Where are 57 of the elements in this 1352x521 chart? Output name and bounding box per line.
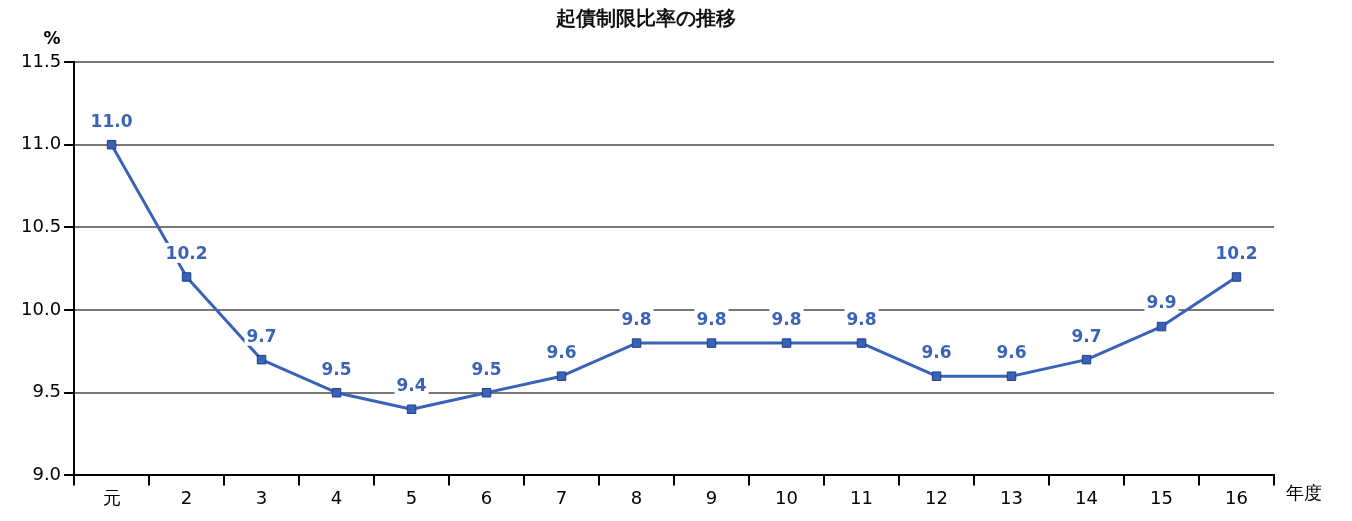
point	[1156, 321, 1167, 332]
x-tick-label: 5	[405, 486, 418, 508]
x-tick-label: 2	[180, 486, 193, 508]
data-label: 9.6	[546, 342, 577, 363]
y-axis-title: %	[43, 27, 61, 48]
point	[406, 404, 417, 414]
point	[706, 338, 717, 348]
point	[781, 338, 792, 348]
x-axis-title: 年度	[1286, 482, 1322, 504]
x-tick-label: 4	[330, 486, 343, 508]
point	[856, 338, 867, 348]
point	[1081, 354, 1092, 365]
data-label: 9.5	[321, 358, 352, 379]
x-tick-label: 10	[775, 486, 798, 508]
data-label: 9.8	[846, 309, 877, 330]
data-label: 9.4	[396, 375, 427, 396]
point	[481, 387, 492, 398]
data-label: 9.6	[996, 342, 1027, 363]
x-tick-label: 15	[1150, 486, 1173, 508]
y-tick-label: 9.5	[32, 380, 62, 402]
data-label: 9.8	[771, 309, 802, 330]
data-label: 9.6	[921, 342, 952, 363]
x-tick-label: 6	[480, 486, 493, 508]
data-label: 11.0	[90, 110, 133, 131]
y-tick-label: 11.0	[21, 132, 62, 154]
x-tick-label: 13	[1000, 486, 1023, 508]
point	[181, 272, 192, 282]
point	[331, 387, 342, 398]
data-label: 9.7	[1071, 325, 1102, 346]
point	[1231, 272, 1242, 282]
point	[106, 139, 117, 150]
x-tick-label: 9	[705, 486, 718, 508]
data-label: 10.2	[165, 242, 208, 263]
y-tick-label: 10.0	[21, 297, 62, 319]
data-label: 9.7	[246, 325, 277, 346]
x-tick-label: 7	[555, 486, 568, 508]
point	[1006, 371, 1017, 381]
data-label: 9.5	[471, 358, 502, 379]
chart-title: 起債制限比率の推移	[555, 6, 736, 31]
point	[256, 354, 267, 365]
point	[931, 371, 942, 381]
x-tick-label: 3	[255, 486, 268, 508]
x-tick-label: 11	[850, 486, 873, 508]
y-tick-label: 9.0	[32, 463, 62, 485]
point	[631, 338, 642, 348]
x-tick-label: 14	[1075, 486, 1098, 508]
y-tick-label: 11.5	[21, 49, 62, 71]
x-tick-label: 16	[1225, 486, 1248, 508]
x-tick-label: 元	[102, 486, 121, 508]
data-label: 9.8	[621, 309, 652, 330]
data-label: 9.8	[696, 309, 727, 330]
data-label: 9.9	[1146, 292, 1177, 313]
data-label: 10.2	[1215, 242, 1258, 263]
y-tick-label: 10.5	[21, 215, 62, 237]
point	[556, 371, 567, 381]
x-tick-label: 8	[630, 486, 643, 508]
x-tick-label: 12	[925, 486, 948, 508]
